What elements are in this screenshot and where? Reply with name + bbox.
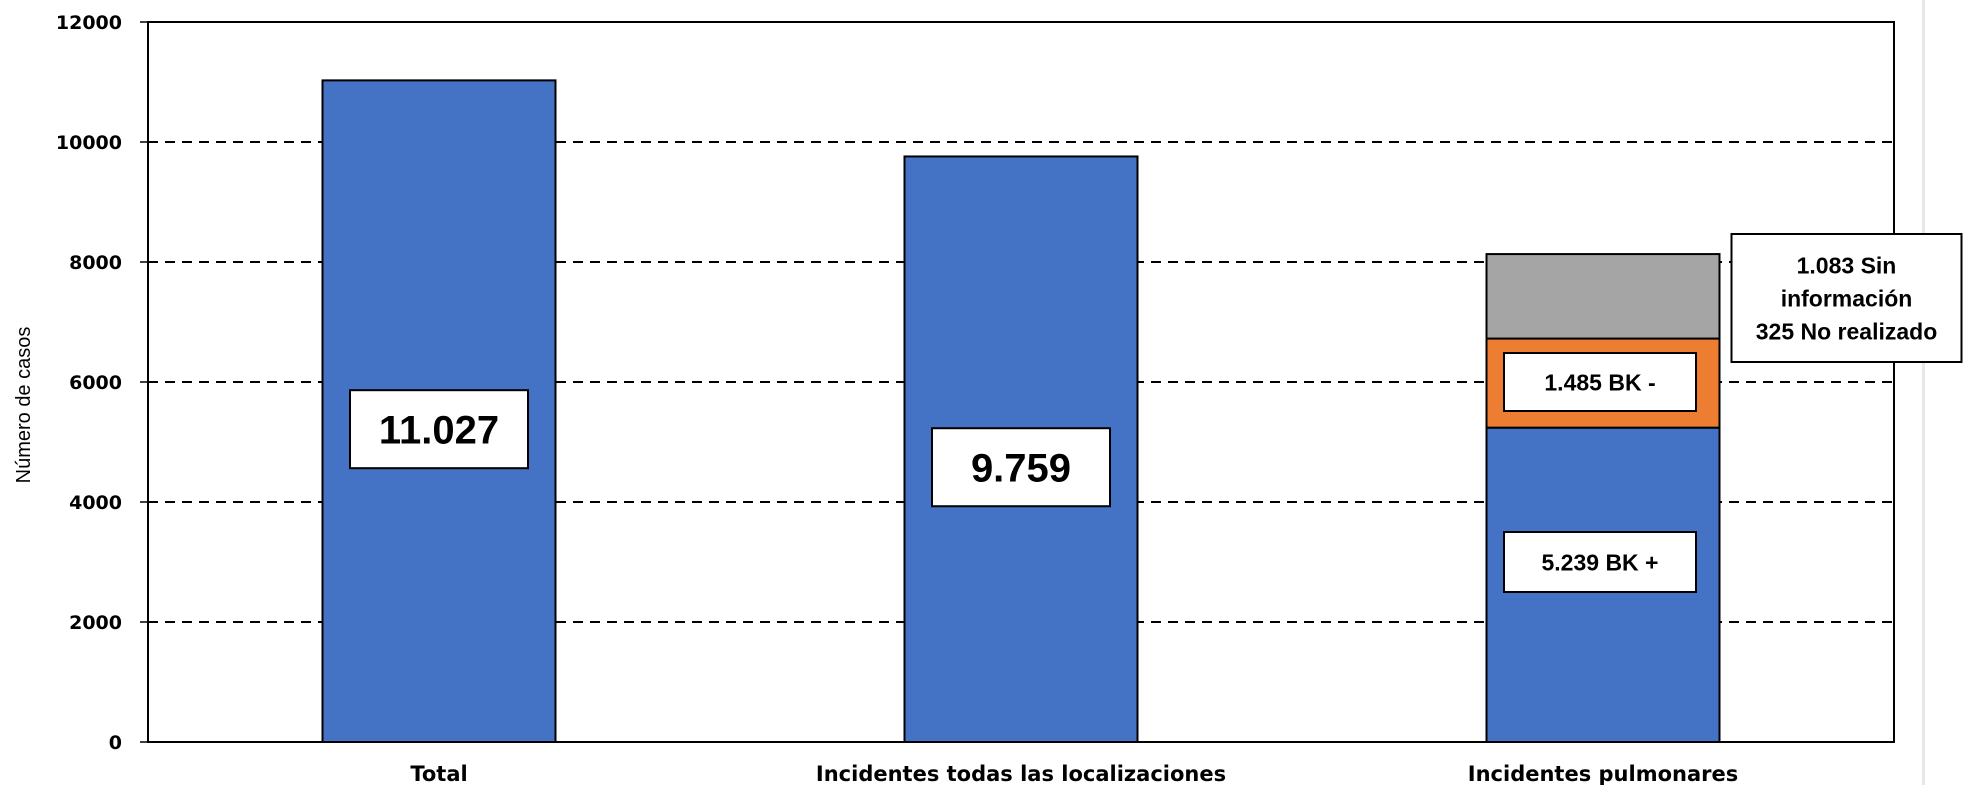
value-label: 1.485 BK -: [1503, 352, 1697, 412]
value-label-box: [349, 389, 529, 470]
value-label: 5.239 BK +: [1503, 531, 1697, 593]
x-category-label: Total: [410, 762, 467, 785]
bar-segment: [1485, 253, 1721, 340]
y-tick-label: 8000: [69, 252, 122, 274]
value-label-box: [931, 427, 1111, 508]
value-label: 11.027: [349, 389, 529, 470]
value-label-text: información: [1781, 285, 1913, 311]
value-label-text: 5.239 BK +: [1542, 549, 1659, 575]
value-label-text: 1.485 BK -: [1544, 369, 1655, 395]
value-labels: 11.027 9.759 5.239 BK + 1.485 BK - 1.083 Sin…: [349, 233, 1963, 593]
y-tick-label: 4000: [69, 492, 122, 514]
value-label-text: 325 No realizado: [1756, 318, 1938, 344]
y-tick-label: 0: [109, 732, 122, 754]
value-label: 9.759: [931, 427, 1111, 508]
y-tick-label: 6000: [69, 372, 122, 394]
value-label: 1.083 Sin información 325 No realizado: [1730, 233, 1963, 363]
y-tick-label: 2000: [69, 612, 122, 634]
value-label-box: [1503, 352, 1697, 412]
axes: 0 2000 4000 6000 8000 10000 12000 Total Incident…: [56, 12, 1895, 785]
y-axis-title: Número de casos: [13, 327, 35, 484]
value-label-text: 11.027: [379, 409, 499, 453]
x-category-label: Incidentes pulmonares: [1468, 762, 1738, 785]
right-edge-divider: [1922, 0, 1925, 785]
y-tick-label: 10000: [56, 132, 122, 154]
value-label-text: 9.759: [971, 447, 1071, 491]
x-category-label: Incidentes todas las localizaciones: [816, 762, 1226, 785]
value-label-box: [1503, 531, 1697, 593]
y-tick-label: 12000: [56, 12, 122, 34]
value-label-box: [1730, 233, 1963, 363]
plot-frame: [147, 21, 1895, 743]
value-label-text: 1.083 Sin: [1797, 252, 1897, 278]
